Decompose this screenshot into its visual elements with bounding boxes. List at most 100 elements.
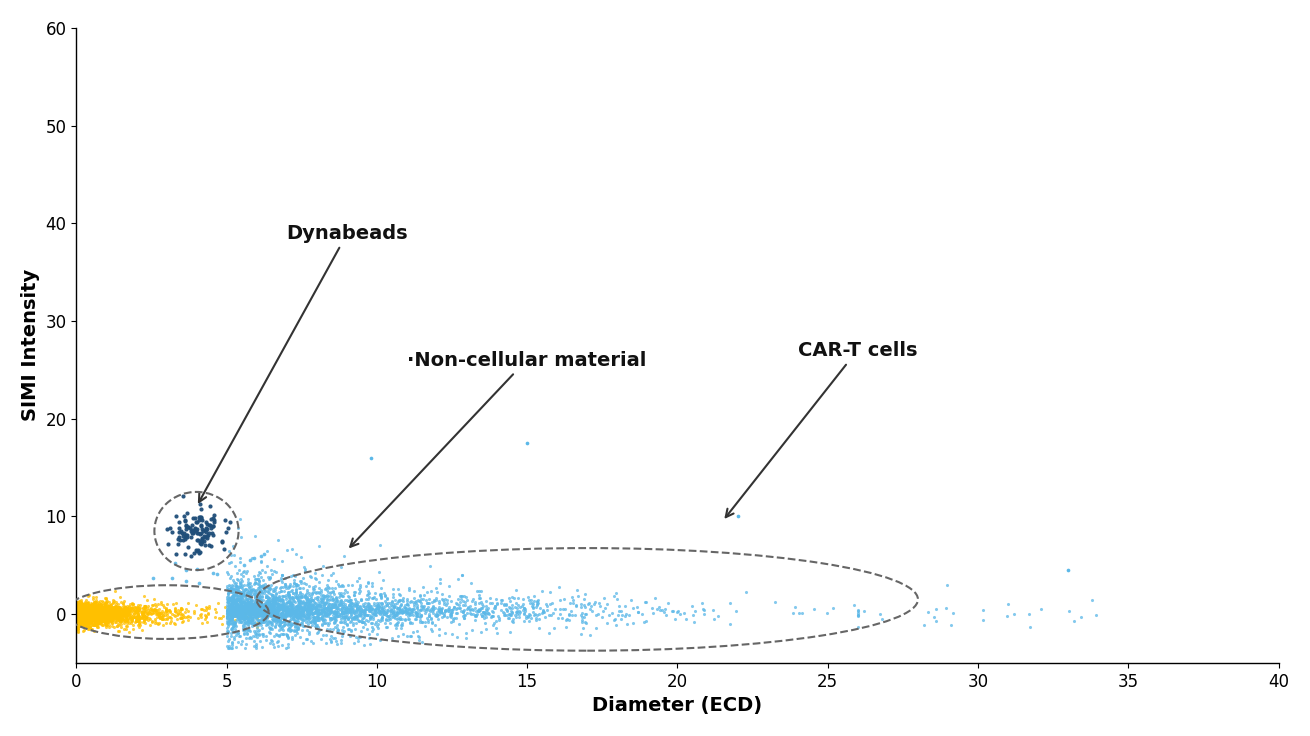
Point: [483, 617, 504, 629]
Point: [172, 603, 193, 615]
Point: [68, 609, 89, 621]
Point: [67, 615, 88, 626]
Point: [71, 614, 92, 626]
Point: [295, 601, 316, 613]
Point: [220, 623, 241, 635]
Point: [109, 606, 130, 618]
Point: [202, 529, 223, 541]
Point: [318, 604, 339, 616]
Point: [234, 599, 255, 611]
Point: [246, 589, 267, 601]
Point: [517, 592, 538, 604]
Point: [296, 597, 317, 609]
Point: [325, 598, 346, 609]
Point: [246, 628, 267, 640]
Point: [176, 519, 196, 531]
Point: [249, 601, 270, 613]
Point: [232, 606, 253, 618]
Point: [276, 607, 297, 619]
Point: [472, 600, 493, 612]
Point: [241, 604, 262, 616]
Point: [73, 615, 94, 627]
Point: [89, 603, 110, 615]
Point: [106, 608, 127, 620]
Point: [203, 520, 224, 532]
Point: [258, 606, 279, 618]
Point: [173, 609, 194, 621]
Point: [75, 610, 96, 622]
Point: [85, 614, 106, 626]
Point: [234, 591, 255, 603]
Point: [94, 599, 115, 611]
Point: [365, 616, 386, 628]
Point: [252, 601, 272, 613]
Point: [276, 615, 297, 627]
Point: [386, 609, 407, 621]
Point: [71, 612, 92, 623]
Point: [196, 532, 217, 544]
Point: [96, 603, 117, 615]
Point: [103, 604, 124, 616]
Point: [191, 537, 212, 549]
Point: [293, 620, 314, 632]
Point: [122, 614, 143, 626]
Point: [355, 581, 376, 592]
Point: [212, 535, 233, 547]
Point: [115, 603, 136, 615]
Point: [262, 635, 283, 647]
Point: [67, 615, 88, 627]
Point: [73, 605, 94, 617]
Point: [83, 615, 103, 626]
Point: [101, 609, 122, 620]
Point: [223, 604, 244, 615]
Point: [228, 612, 249, 623]
Point: [140, 607, 161, 619]
Point: [233, 602, 254, 614]
Point: [73, 601, 94, 613]
Point: [369, 606, 390, 618]
Point: [290, 587, 310, 599]
Point: [257, 590, 278, 601]
Point: [275, 604, 296, 616]
Point: [126, 604, 147, 615]
Point: [89, 608, 110, 620]
Point: [80, 605, 101, 617]
Point: [371, 600, 392, 612]
Point: [257, 599, 278, 611]
Point: [183, 605, 204, 617]
Point: [77, 608, 98, 620]
Point: [241, 612, 262, 623]
Point: [101, 602, 122, 614]
Point: [85, 604, 106, 616]
Point: [250, 605, 271, 617]
Point: [68, 617, 89, 629]
Point: [400, 608, 421, 620]
Point: [676, 614, 697, 626]
Point: [308, 606, 329, 618]
Point: [157, 538, 178, 550]
Point: [329, 608, 350, 620]
Point: [330, 595, 351, 606]
Point: [261, 604, 282, 615]
Point: [398, 613, 419, 625]
Point: [252, 585, 272, 597]
Point: [486, 598, 507, 609]
Point: [572, 607, 593, 619]
Point: [67, 620, 88, 632]
Point: [186, 545, 207, 556]
Point: [84, 619, 105, 631]
Point: [76, 601, 97, 613]
Point: [240, 603, 261, 615]
Point: [134, 610, 155, 622]
Point: [148, 598, 169, 610]
Point: [89, 611, 110, 623]
Point: [127, 605, 148, 617]
Point: [312, 604, 333, 616]
Point: [85, 613, 106, 625]
Point: [287, 604, 308, 616]
Point: [941, 620, 962, 631]
Point: [93, 601, 114, 613]
Point: [390, 622, 411, 634]
Point: [189, 577, 210, 589]
Point: [316, 604, 337, 616]
